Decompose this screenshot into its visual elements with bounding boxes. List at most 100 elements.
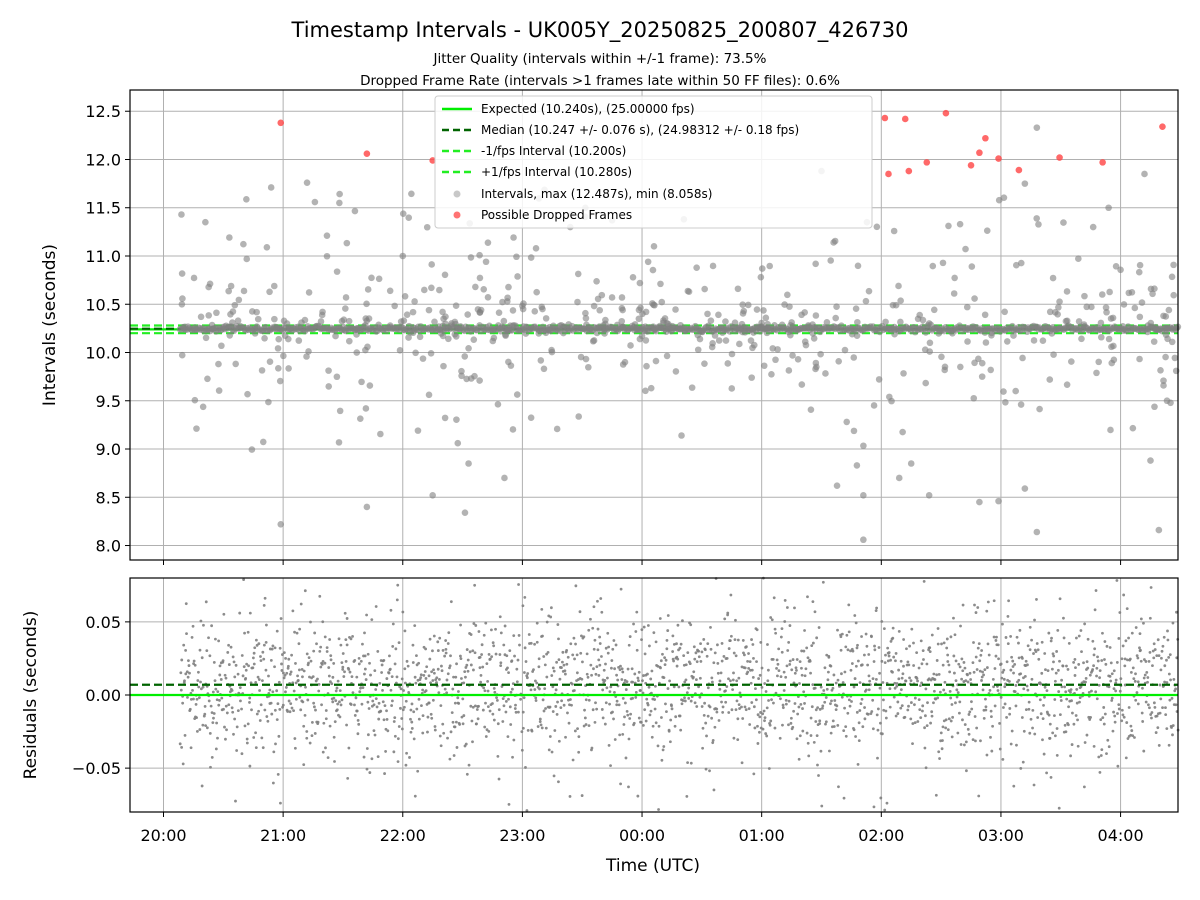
residual-point [668,679,672,683]
residual-point [1037,657,1041,661]
residual-point [620,667,624,671]
residual-point [1164,706,1167,710]
residual-point [315,642,318,646]
residual-point [969,678,973,681]
residual-point [729,634,733,638]
residual-point [197,685,201,689]
residual-point [377,701,381,705]
residual-point [1033,618,1036,622]
residual-point [397,641,401,644]
residual-point [990,715,993,719]
residual-point [261,650,265,654]
residual-point [230,689,234,692]
residual-point [395,598,399,602]
residual-point [441,649,445,652]
residual-point [826,678,830,682]
interval-point [1013,261,1020,269]
residual-point [227,643,230,647]
residual-point [449,600,453,604]
residual-point [1120,719,1124,723]
residual-point [381,688,384,692]
residual-point [853,677,857,680]
residual-point [637,679,640,683]
intervals-legend: Expected (10.240s), (25.00000 fps) Media… [434,95,873,229]
interval-point [950,290,958,297]
interval-point [234,317,242,324]
residual-point [560,666,563,669]
residual-point [598,635,602,639]
residual-point [621,670,625,674]
residual-point [915,677,919,680]
residual-point [1058,659,1061,663]
residual-point [464,742,468,746]
residual-point [271,644,275,648]
interval-point [988,331,995,339]
residual-point [448,666,451,670]
interval-point [499,298,506,306]
residual-point [644,719,648,723]
interval-point [461,353,469,360]
residual-point [642,625,646,629]
x-tick-label: 03:00 [978,826,1024,845]
residual-point [979,739,982,743]
dropped-frame-point [901,115,909,123]
residual-point [1135,654,1139,658]
residual-point [982,673,986,677]
residual-point [467,763,471,767]
residual-point [1127,706,1131,709]
residual-point [587,628,591,632]
residual-point [949,719,953,723]
residual-point [1136,702,1140,706]
residual-point [868,679,872,683]
residual-point [640,638,643,642]
residual-point [984,697,987,701]
residual-point [856,763,860,766]
residual-point [689,623,693,627]
residual-point [924,687,928,691]
residual-point [523,646,527,650]
interval-point [1089,223,1097,231]
residual-point [448,757,452,761]
residual-point [335,686,339,690]
interval-point [231,301,239,309]
residual-point [822,689,826,692]
residual-point [277,734,281,738]
residual-point [951,715,955,719]
interval-point [1055,304,1062,311]
residual-point [501,720,505,723]
residual-point [288,672,292,676]
residual-point [919,639,923,643]
residual-point [259,655,262,658]
residual-point [954,679,958,682]
interval-point [248,446,256,453]
residual-point [941,739,944,742]
residual-point [643,652,647,656]
residual-point [584,723,588,726]
interval-point [275,335,283,343]
interval-point [709,340,716,347]
residual-point [343,670,346,674]
interval-point [202,334,210,342]
residual-point [521,726,525,730]
interval-point [403,311,411,318]
interval-point [205,312,213,319]
residual-point [919,716,923,720]
interval-point [707,317,715,324]
interval-outlier-point [303,179,311,186]
residual-point [365,747,369,750]
residual-point [529,688,533,692]
residual-point [909,701,913,704]
residual-point [824,696,828,699]
residual-point [619,782,622,786]
residual-point [611,710,614,714]
residual-point [986,642,990,646]
interval-point [1063,317,1071,325]
residual-point [913,696,917,700]
residual-point [1048,722,1052,726]
interval-point [1048,330,1056,337]
residual-point [568,795,572,798]
residual-point [1142,658,1146,661]
residual-point [770,618,774,622]
intervals-y-tick-label: 9.5 [96,392,121,411]
residual-point [299,708,303,712]
